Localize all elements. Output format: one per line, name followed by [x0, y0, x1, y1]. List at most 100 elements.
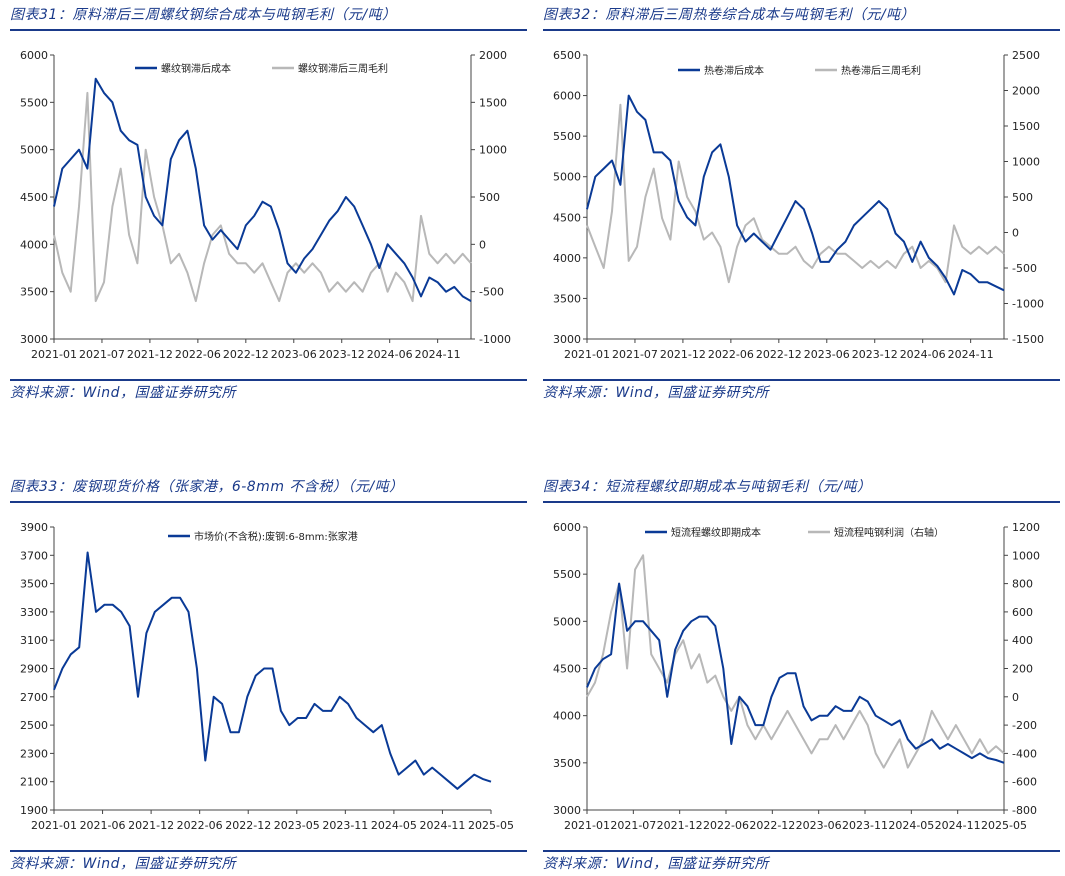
x-tick-label: 2023-11	[322, 819, 368, 832]
y-tick-label-left: 3000	[553, 804, 581, 817]
y-tick-label-left: 5500	[553, 130, 581, 143]
x-tick-label: 2025-05	[468, 819, 514, 832]
series-line	[53, 77, 472, 302]
x-tick-label: 2024-06	[367, 348, 413, 361]
y-tick-label-right: 1000	[1012, 549, 1040, 562]
y-tick-label-right: 200	[1012, 663, 1033, 676]
y-tick-label-left: 5000	[553, 615, 581, 628]
y-tick-label-left: 3500	[20, 286, 48, 299]
y-tick-label-right: -500	[1012, 262, 1037, 275]
title-rule	[10, 29, 527, 31]
y-tick-label-left: 3300	[20, 606, 48, 619]
y-tick-label-right: 800	[1012, 578, 1033, 591]
y-tick-label-right: -200	[1012, 719, 1037, 732]
x-tick-label: 2021-01	[564, 819, 610, 832]
y-tick-label-right: -1000	[1012, 298, 1044, 311]
y-tick-label-right: 1000	[1012, 156, 1040, 169]
chart-title: 图表31：原料滞后三周螺纹钢综合成本与吨钢毛利（元/吨）	[10, 7, 397, 23]
chart-plot: 3000 3500 4000 4500 5000 5500 6000 -1000 -500 0 50…	[20, 49, 511, 361]
y-tick-label-right: 500	[479, 191, 500, 204]
y-tick-label-left: 6000	[553, 521, 581, 534]
chart-panel-31: 图表31：原料滞后三周螺纹钢综合成本与吨钢毛利（元/吨） 3000 3500 400…	[10, 0, 530, 410]
x-tick-label: 2023-06	[796, 819, 842, 832]
chart-source: 资料来源：Wind，国盛证券研究所	[10, 385, 236, 401]
x-tick-label: 2021-01	[564, 348, 610, 361]
x-tick-label: 2022-12	[223, 348, 269, 361]
y-tick-label-left: 5500	[20, 96, 48, 109]
chart-title: 图表32：原料滞后三周热卷综合成本与吨钢毛利（元/吨）	[543, 7, 916, 23]
y-tick-label-right: -400	[1012, 747, 1037, 760]
legend-label: 短流程螺纹即期成本	[671, 526, 761, 539]
x-tick-label: 2023-11	[842, 819, 888, 832]
series-line	[586, 582, 1005, 764]
legend-label: 热卷滞后三周毛利	[841, 64, 921, 77]
source-rule	[10, 850, 527, 852]
x-tick-label: 2022-12	[225, 819, 271, 832]
x-tick-label: 2021-12	[657, 819, 703, 832]
y-tick-label-left: 3500	[553, 757, 581, 770]
y-tick-label-left: 3000	[20, 333, 48, 346]
x-tick-label: 2022-06	[708, 348, 754, 361]
legend-label: 市场价(不含税):废钢:6-8mm:张家港	[194, 530, 358, 543]
x-tick-label: 2025-05	[981, 819, 1027, 832]
chart-plot: 3000350040004500500055006000-800-600-400…	[553, 521, 1040, 832]
x-tick-label: 2022-12	[756, 348, 802, 361]
x-tick-label: 2021-07	[612, 348, 658, 361]
y-tick-label-left: 3700	[20, 549, 48, 562]
x-tick-label: 2021-12	[127, 348, 173, 361]
legend-label: 螺纹钢滞后三周毛利	[298, 62, 388, 75]
y-tick-label-right: 2000	[1012, 85, 1040, 98]
x-tick-label: 2021-01	[31, 819, 77, 832]
x-tick-label: 2021-12	[660, 348, 706, 361]
series-line	[53, 91, 472, 303]
x-tick-label: 2021-06	[80, 819, 126, 832]
y-tick-label-left: 3900	[20, 521, 48, 534]
y-tick-label-left: 4500	[553, 211, 581, 224]
series-line	[586, 94, 1005, 296]
source-rule	[543, 379, 1060, 381]
x-tick-label: 2024-11	[415, 348, 461, 361]
y-tick-label-right: 1500	[479, 96, 507, 109]
y-tick-label-right: 1500	[1012, 120, 1040, 133]
y-tick-label-left: 5500	[553, 568, 581, 581]
chart-title: 图表34：短流程螺纹即期成本与吨钢毛利（元/吨）	[543, 479, 872, 495]
title-rule	[543, 29, 1060, 31]
chart-title: 图表33：废钢现货价格（张家港，6-8mm 不含税）（元/吨）	[10, 479, 404, 495]
y-tick-label-left: 2100	[20, 776, 48, 789]
y-tick-label-right: 600	[1012, 606, 1033, 619]
x-tick-label: 2024-05	[888, 819, 934, 832]
chart-plot: 1900 2100 2300 2500 2700 2900 3100 3300 3500 3700…	[20, 521, 514, 832]
y-tick-label-left: 4500	[20, 191, 48, 204]
y-tick-label-left: 2500	[20, 719, 48, 732]
y-tick-label-right: 2000	[479, 49, 507, 62]
y-tick-label-left: 3100	[20, 634, 48, 647]
x-tick-label: 2022-06	[177, 819, 223, 832]
x-tick-label: 2024-06	[900, 348, 946, 361]
y-tick-label-left: 3500	[20, 578, 48, 591]
y-tick-label-left: 2700	[20, 691, 48, 704]
x-tick-label: 2024-11	[419, 819, 465, 832]
y-tick-label-left: 2900	[20, 663, 48, 676]
y-tick-label-right: 0	[1012, 691, 1019, 704]
source-rule	[543, 850, 1060, 852]
x-tick-label: 2021-07	[79, 348, 125, 361]
y-tick-label-left: 4500	[553, 663, 581, 676]
y-tick-label-right: 1000	[479, 144, 507, 157]
x-tick-label: 2021-01	[31, 348, 77, 361]
x-tick-label: 2024-11	[935, 819, 981, 832]
legend-label: 螺纹钢滞后成本	[161, 62, 231, 75]
y-tick-label-right: -1000	[479, 333, 511, 346]
chart-source: 资料来源：Wind，国盛证券研究所	[10, 856, 236, 872]
x-tick-label: 2022-12	[749, 819, 795, 832]
y-tick-label-right: -800	[1012, 804, 1037, 817]
y-tick-label-right: -1500	[1012, 333, 1044, 346]
y-tick-label-left: 4000	[553, 252, 581, 265]
chart-plot: 30003500400045005000550060006500-1500-10…	[553, 49, 1044, 361]
x-tick-label: 2021-07	[610, 819, 656, 832]
legend-label: 短流程吨钢利润（右轴）	[834, 526, 944, 539]
legend-label: 热卷滞后成本	[704, 64, 764, 77]
y-tick-label-left: 5000	[20, 144, 48, 157]
x-tick-label: 2023-06	[271, 348, 317, 361]
y-tick-label-left: 1900	[20, 804, 48, 817]
x-tick-label: 2023-12	[319, 348, 365, 361]
